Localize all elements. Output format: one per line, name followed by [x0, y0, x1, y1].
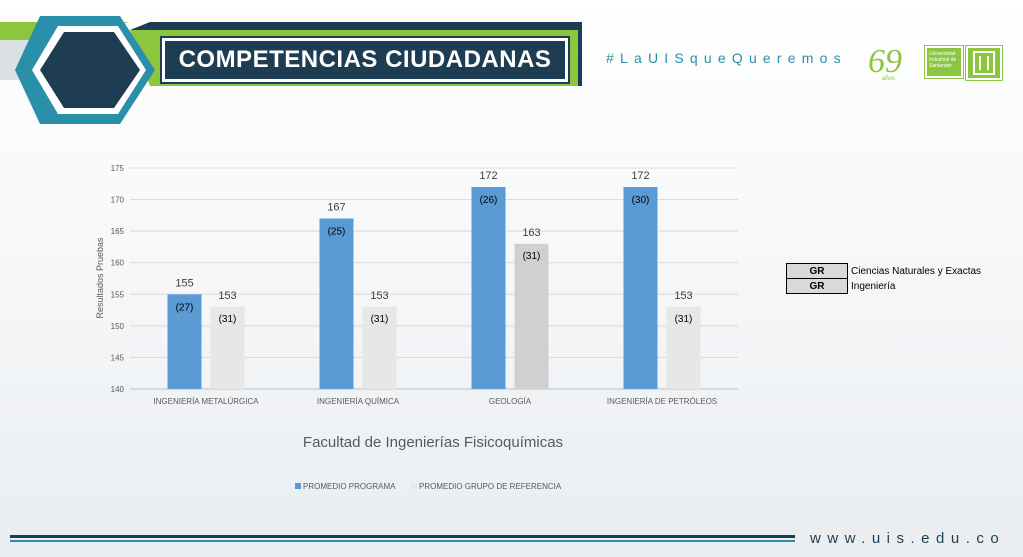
bar-referencia — [362, 306, 397, 389]
legend-label: PROMEDIO PROGRAMA — [303, 482, 396, 491]
reference-description: Ingeniería — [851, 280, 896, 292]
y-tick-label: 145 — [111, 353, 125, 362]
bar-value-label: 153 — [370, 290, 388, 302]
bar-programa — [319, 218, 354, 389]
university-badge: Universidad Industrial de Santander — [925, 46, 963, 78]
hashtag-text: #LaUISqueQueremos — [606, 50, 847, 66]
y-axis-ticks: 140 145 150 155 160 165 170 175 — [111, 164, 125, 394]
bar-value-label: 172 — [631, 170, 649, 182]
bar-referencia — [210, 306, 245, 389]
reference-description: Ciencias Naturales y Exactas — [851, 265, 982, 277]
y-tick-label: 170 — [111, 196, 125, 205]
reference-group-table: GR Ciencias Naturales y Exactas GR Ingen… — [786, 263, 985, 294]
bar-value-label: 153 — [674, 290, 692, 302]
y-tick-label: 175 — [111, 164, 125, 173]
page-title: COMPETENCIAS CIUDADANAS — [178, 46, 552, 73]
legend-swatch — [295, 483, 301, 489]
bar-value-label: 167 — [327, 202, 345, 214]
bar-value-label: 153 — [218, 290, 236, 302]
bar-count-label: (31) — [675, 314, 693, 325]
legend-label: PROMEDIO GRUPO DE REFERENCIA — [419, 482, 562, 491]
bar-count-label: (30) — [632, 195, 650, 206]
uis-logo-icon — [966, 46, 1002, 80]
x-tick-label: INGENIERÍA QUÍMICA — [317, 397, 400, 406]
bar-count-label: (26) — [480, 195, 498, 206]
y-tick-label: 160 — [111, 259, 125, 268]
bar-value-label: 163 — [522, 227, 540, 239]
bar-value-label: 155 — [175, 277, 193, 289]
x-tick-label: INGENIERÍA DE PETRÓLEOS — [607, 397, 717, 406]
bar-programa — [167, 294, 202, 389]
chart-title: Facultad de Ingenierías Fisicoquímicas — [303, 434, 563, 451]
x-axis-labels: INGENIERÍA METALÚRGICA INGENIERÍA QUÍMICA… — [153, 397, 717, 406]
bar-value-label: 172 — [479, 170, 497, 182]
reference-row: GR Ciencias Naturales y Exactas — [786, 263, 985, 279]
y-tick-label: 150 — [111, 322, 125, 331]
bar-referencia — [666, 306, 701, 389]
x-tick-label: GEOLOGÍA — [489, 397, 532, 406]
y-tick-label: 165 — [111, 227, 125, 236]
title-banner: COMPETENCIAS CIUDADANAS — [162, 38, 568, 82]
y-tick-label: 140 — [111, 385, 125, 394]
anniversary-sub: años — [882, 76, 895, 82]
website-text: www.uis.edu.co — [810, 530, 1006, 547]
x-tick-label: INGENIERÍA METALÚRGICA — [153, 397, 259, 406]
bar-count-label: (31) — [219, 314, 237, 325]
bar-count-label: (25) — [328, 227, 346, 238]
y-axis-label: Resultados Pruebas — [95, 237, 105, 319]
bar-programa — [623, 186, 658, 389]
bar-count-label: (31) — [371, 314, 389, 325]
bar-referencia — [514, 243, 549, 389]
bar-programa — [471, 186, 506, 389]
chart-legend: PROMEDIO PROGRAMA PROMEDIO GRUPO DE REFER… — [295, 482, 562, 491]
reference-code: GR — [786, 278, 848, 294]
reference-code: GR — [786, 263, 848, 279]
y-tick-label: 155 — [111, 290, 125, 299]
anniversary-logo: 69 años — [868, 43, 902, 82]
legend-swatch — [411, 483, 417, 489]
anniversary-number: 69 — [868, 43, 902, 80]
chart-bars: 155 (27) 153 (31) 167 (25) 153 (31) 172 (26) 163 (3… — [167, 170, 701, 389]
bar-count-label: (27) — [176, 302, 194, 313]
footer-divider — [10, 535, 795, 545]
bar-count-label: (31) — [523, 251, 541, 262]
university-name: Universidad Industrial de Santander — [929, 51, 957, 69]
reference-row: GR Ingeniería — [786, 278, 985, 294]
